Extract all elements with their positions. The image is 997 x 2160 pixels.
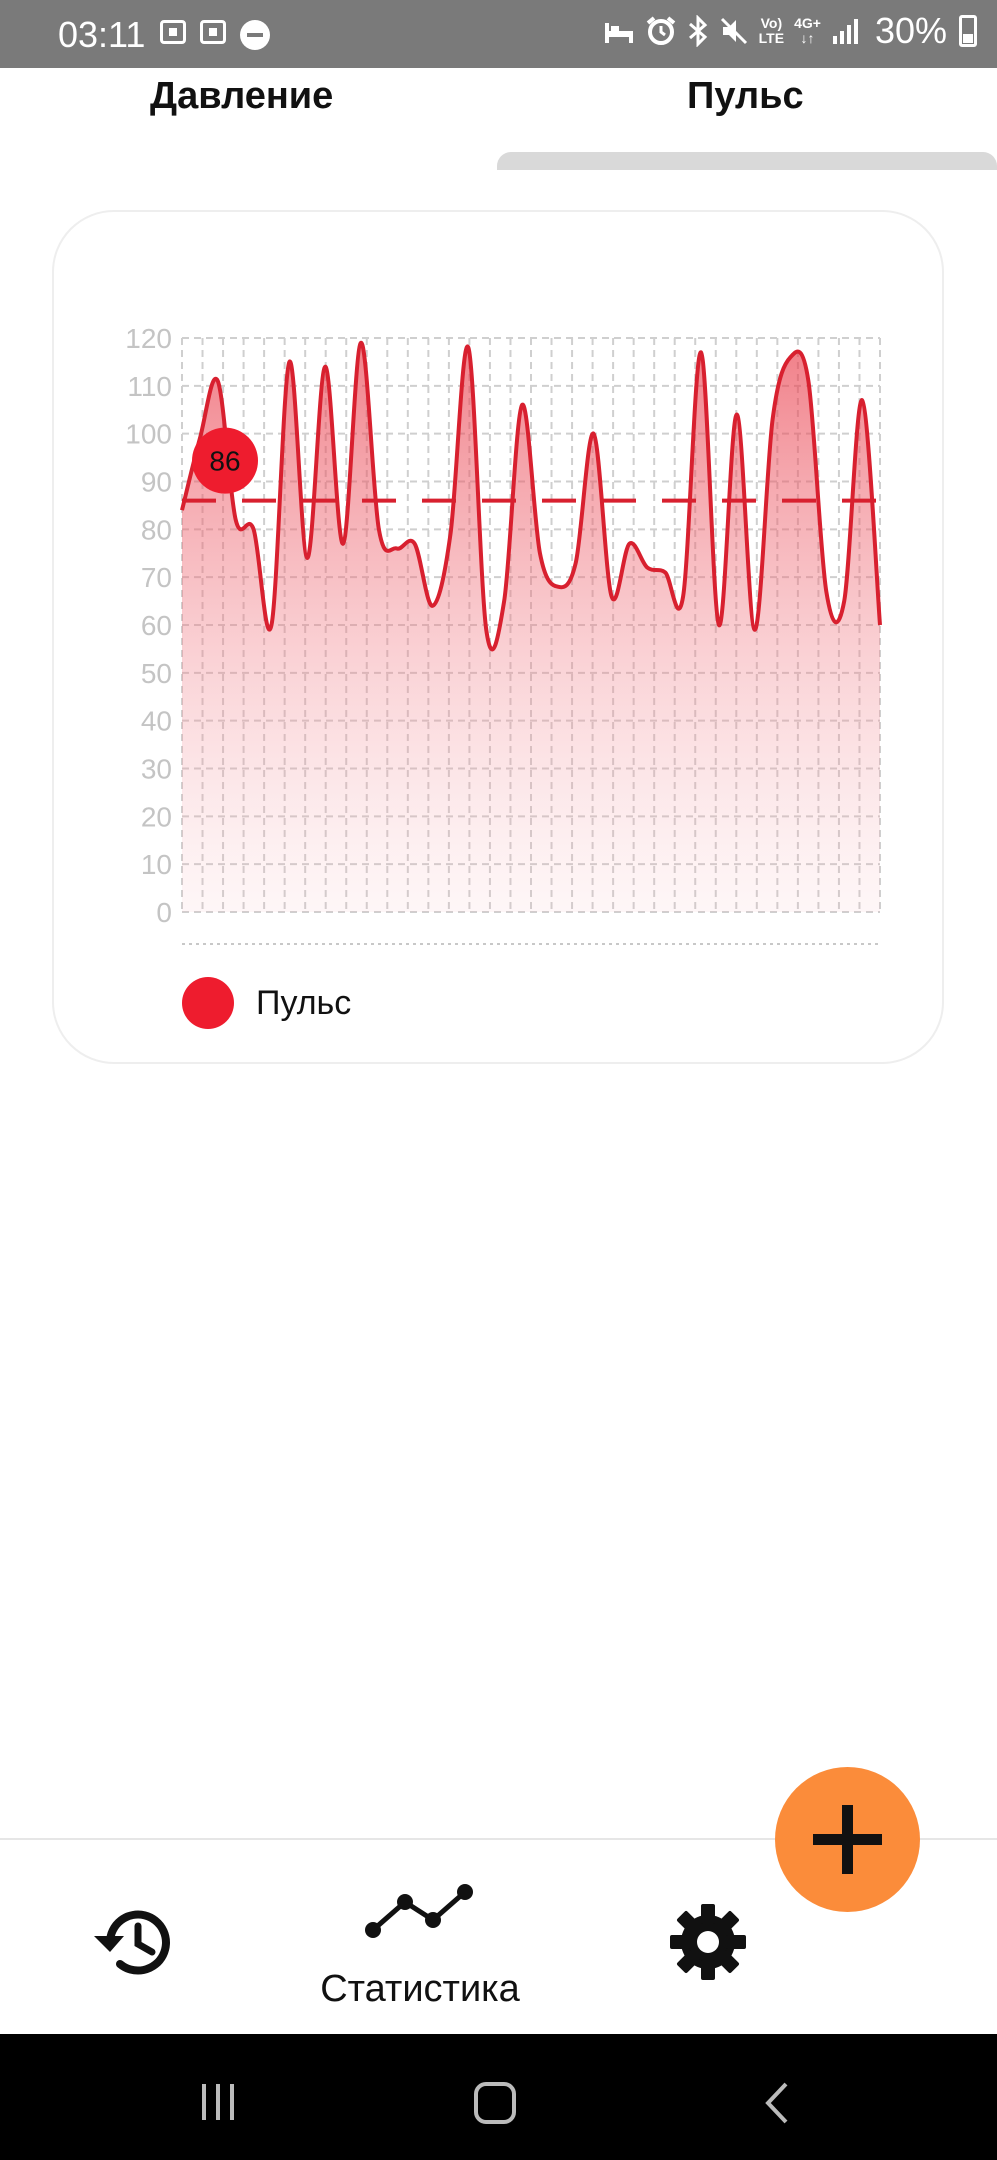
tab-active-indicator (497, 152, 997, 170)
tab-pressure[interactable]: Давление (150, 75, 334, 117)
screenshot-icon (160, 20, 186, 44)
tab-pulse[interactable]: Пульс (687, 75, 804, 117)
y-tick-label: 100 (125, 419, 172, 450)
y-tick-label: 40 (141, 706, 172, 737)
home-button[interactable] (474, 2082, 516, 2124)
data-label-top: 4G+ (794, 15, 821, 31)
y-tick-label: 110 (127, 371, 172, 402)
history-icon (94, 1910, 170, 1975)
battery-percent: 30% (874, 10, 947, 51)
do-not-disturb-icon (240, 20, 270, 50)
nav-item-statistics[interactable]: Статистика (300, 1880, 540, 2020)
mute-icon (720, 17, 747, 45)
reference-badge-label: 86 (209, 446, 240, 477)
y-tick-label: 30 (141, 754, 172, 785)
series-area-pulse (182, 342, 880, 912)
alarm-icon (646, 16, 675, 45)
y-tick-label: 50 (141, 658, 172, 689)
chart-line-icon (365, 1884, 473, 1938)
sleep-icon (604, 23, 633, 43)
system-nav-bar (0, 2034, 997, 2160)
pulse-chart: 0 10 20 30 40 50 60 70 80 90 100 110 120 86 (125, 323, 882, 945)
legend-label: Пульс (256, 983, 352, 1022)
volte-icon: Vo) LTE (759, 16, 784, 46)
screen-record-icon (200, 20, 226, 44)
recent-apps-button[interactable] (200, 2084, 236, 2120)
volte-label-top: Vo) (760, 15, 783, 31)
nav-item-statistics-label: Статистика (320, 1968, 520, 2010)
y-tick-label: 80 (141, 514, 172, 545)
chart-card: 0 10 20 30 40 50 60 70 80 90 100 110 120 86 Пульс (52, 210, 944, 1064)
data-label-bottom: ↓↑ (800, 30, 815, 46)
reference-badge (192, 427, 258, 494)
y-tick-label: 20 (141, 801, 172, 832)
bluetooth-icon (688, 15, 707, 47)
y-tick-label: 0 (156, 897, 172, 928)
legend-marker (182, 977, 234, 1029)
nav-item-history[interactable] (90, 1902, 176, 1982)
nav-item-settings[interactable] (668, 1902, 748, 1982)
y-tick-label: 120 (125, 323, 172, 354)
y-tick-label: 60 (141, 610, 172, 641)
back-button[interactable] (762, 2080, 792, 2126)
battery-icon (959, 15, 977, 47)
chart-legend: Пульс (182, 977, 351, 1029)
4g-plus-icon: 4G+ ↓↑ (794, 16, 821, 46)
settings-icon (670, 1904, 746, 1980)
add-measurement-button[interactable] (775, 1767, 920, 1912)
status-bar: 03:11 Vo) LTE 4G+ ↓↑ 30% (0, 0, 997, 68)
status-icons-left (160, 20, 270, 50)
signal-icon (832, 19, 858, 44)
y-tick-label: 10 (141, 849, 172, 880)
status-time: 03:11 (58, 14, 146, 55)
volte-label-bottom: LTE (758, 30, 785, 46)
y-tick-label: 70 (141, 562, 172, 593)
series-line-pulse (180, 340, 882, 652)
y-tick-label: 90 (141, 467, 172, 498)
status-icons-right: Vo) LTE 4G+ ↓↑ 30% (603, 10, 977, 52)
